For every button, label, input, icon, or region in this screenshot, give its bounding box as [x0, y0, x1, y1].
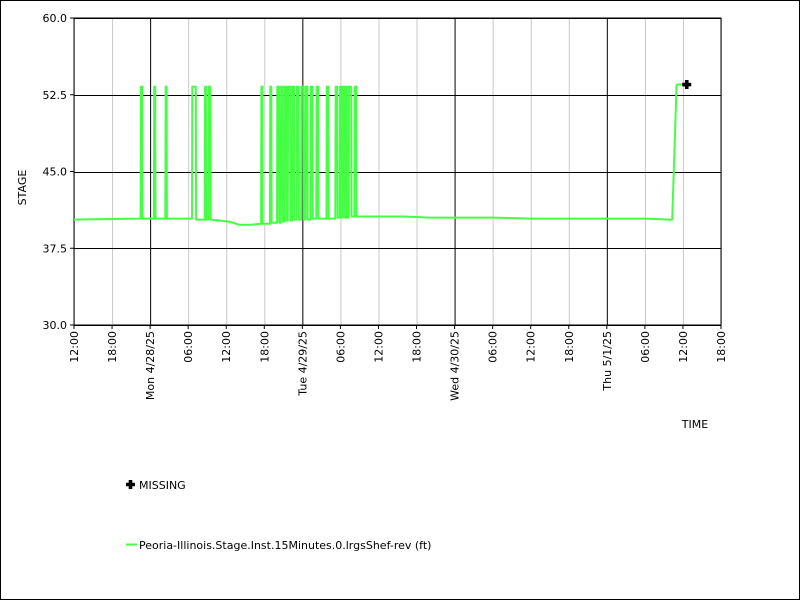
x-tick-label: Mon 4/28/25 — [144, 331, 157, 400]
x-tick-label: 18:00 — [715, 331, 728, 363]
y-tick-labels: 30.0 37.5 45.0 52.5 60.0 — [43, 12, 74, 332]
legend: MISSING Peoria-Illinois.Stage.Inst.15Min… — [126, 479, 431, 552]
plot-border — [73, 17, 722, 326]
y-tick-label: 37.5 — [43, 242, 68, 255]
missing-marker — [682, 80, 692, 90]
missing-marker-icon — [126, 480, 135, 489]
x-tick-label: Thu 5/1/25 — [601, 331, 614, 392]
x-tick-label: 06:00 — [639, 331, 652, 363]
missing-markers — [682, 80, 692, 90]
y-tick-label: 60.0 — [43, 12, 68, 25]
x-axis-label: TIME — [681, 418, 708, 431]
x-tick-label: Tue 4/29/25 — [296, 331, 309, 397]
x-tick-label: 18:00 — [563, 331, 576, 363]
x-tick-label: Wed 4/30/25 — [449, 331, 462, 401]
y-axis-label: STAGE — [16, 170, 29, 206]
x-tick-label: 18:00 — [106, 331, 119, 363]
x-tick-label: 18:00 — [258, 331, 271, 363]
x-tick-labels: 12:00 18:00 Mon 4/28/25 06:00 12:00 18:00 Tue … — [68, 325, 728, 401]
legend-item-missing: MISSING — [126, 479, 186, 492]
x-tick-label: 06:00 — [334, 331, 347, 363]
grid-lines — [74, 18, 722, 326]
x-tick-label: 06:00 — [182, 331, 195, 363]
x-tick-label: 12:00 — [220, 331, 233, 363]
y-tick-label: 30.0 — [43, 319, 68, 332]
x-tick-label: 12:00 — [677, 331, 690, 363]
legend-missing-label: MISSING — [139, 479, 186, 492]
x-tick-label: 12:00 — [68, 331, 81, 363]
x-tick-label: 12:00 — [525, 331, 538, 363]
series-layer — [73, 83, 687, 226]
series-line — [73, 83, 687, 226]
y-tick-label: 52.5 — [43, 89, 68, 102]
x-tick-label: 06:00 — [487, 331, 500, 363]
x-tick-label: 12:00 — [372, 331, 385, 363]
y-tick-label: 45.0 — [43, 166, 68, 179]
x-tick-label: 18:00 — [411, 331, 424, 363]
legend-item-series: Peoria-Illinois.Stage.Inst.15Minutes.0.l… — [126, 539, 431, 552]
legend-series-label: Peoria-Illinois.Stage.Inst.15Minutes.0.l… — [139, 539, 431, 552]
